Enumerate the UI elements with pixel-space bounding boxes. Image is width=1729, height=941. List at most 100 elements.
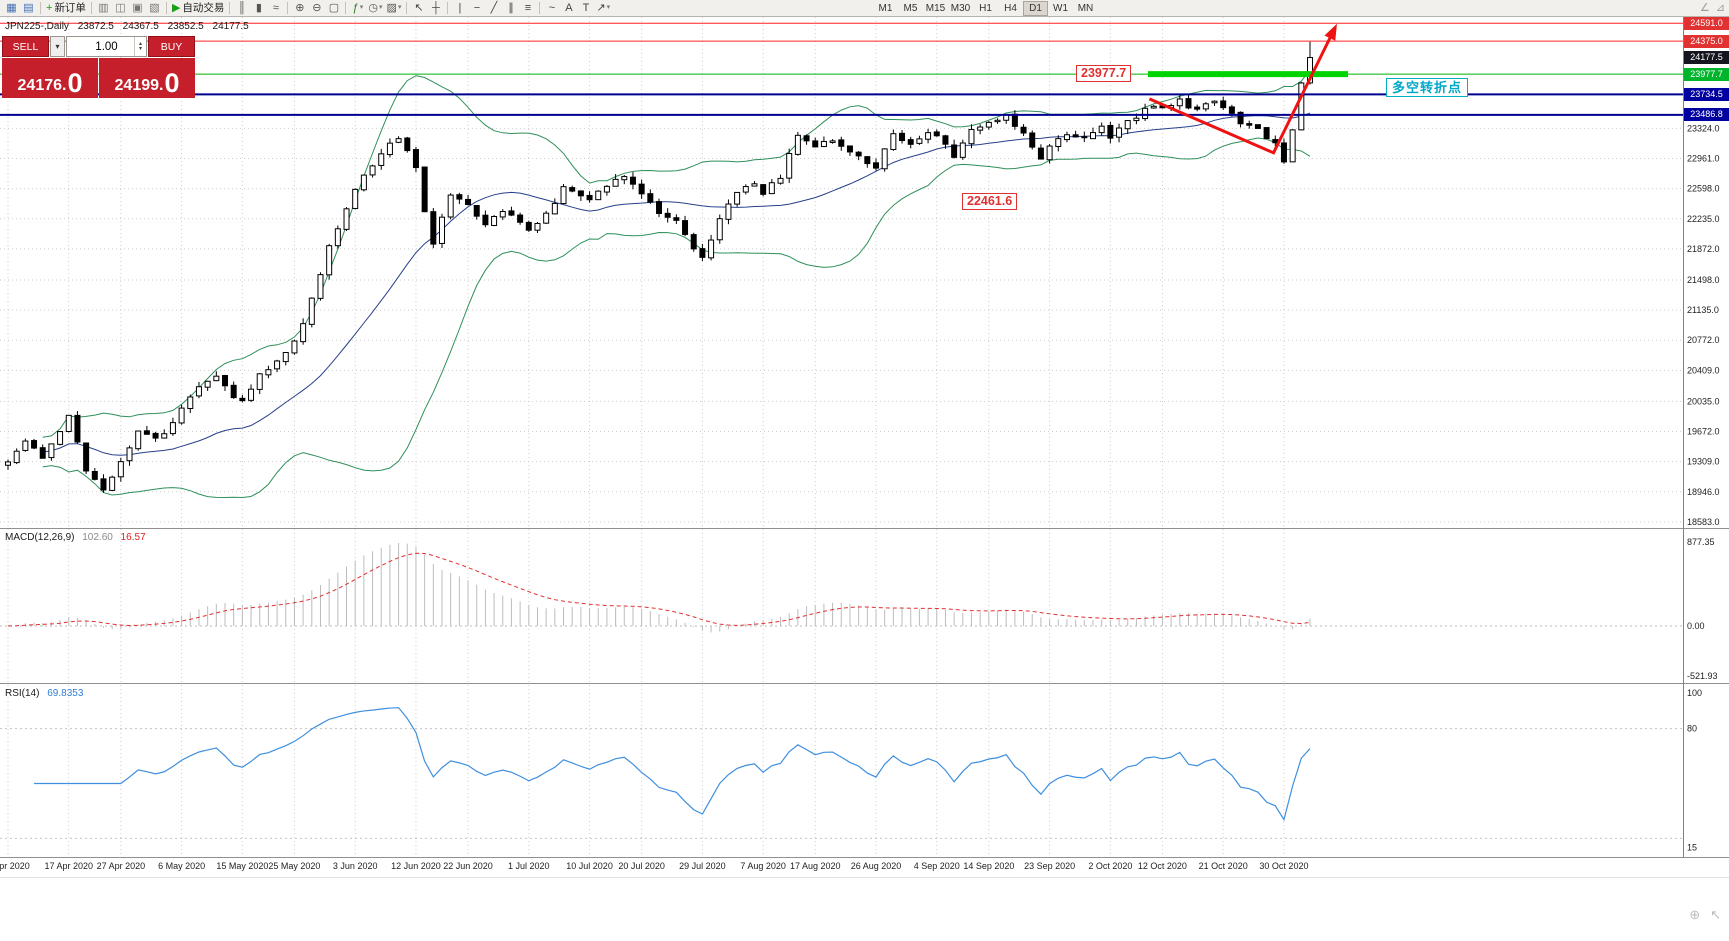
periods-icon[interactable]: ◷ ▾ [368, 2, 383, 14]
shapes-icon[interactable]: ~ [548, 2, 556, 14]
price-tick-label: 20772.0 [1687, 335, 1720, 345]
main-toolbar: ▦ ▤ + 新订单 ▥ ◫ ▣ ▧ ▶ 自动交易 ║ ▮ ≈ ⊕ ⊖ ▢ ƒ ▾ ◷ ▾ ▨ ▾ ↖ ┼ | − ╱ ∥ ≡ ~ A T ↗ ▾ … [0, 0, 1729, 17]
date-label: 17 Apr 2020 [44, 861, 93, 871]
sell-price-button[interactable]: 24176. 0 [2, 58, 98, 98]
sell-price-main: 24176. [17, 77, 67, 95]
axis-price-badge: 23734.5 [1684, 87, 1729, 101]
zoom-in-icon[interactable]: ⊕ [295, 2, 305, 14]
buy-button[interactable]: BUY [148, 36, 195, 57]
toolbar-separator [406, 2, 408, 14]
toolbar-separator [40, 2, 41, 14]
buy-price-button[interactable]: 24199. 0 [99, 58, 195, 98]
timeframe-w1-button[interactable]: W1 [1053, 3, 1068, 14]
navigator-icon[interactable]: ▣ [132, 2, 143, 14]
data-window-icon[interactable]: ◫ [115, 2, 126, 14]
timeframe-toolbar: M1 M5 M15 M30 H1 H4 D1 W1 MN [873, 1, 1098, 16]
zoom-tool-icon[interactable]: ⊕ [1689, 907, 1701, 922]
timeframe-mn-button[interactable]: MN [1077, 3, 1094, 14]
toolbar-groups: ▦ ▤ + 新订单 ▥ ◫ ▣ ▧ ▶ 自动交易 ║ ▮ ≈ ⊕ ⊖ ▢ ƒ ▾ ◷ ▾ ▨ ▾ ↖ ┼ | − ╱ ∥ ≡ ~ A T ↗ ▾ [0, 0, 1729, 16]
market-watch-icon[interactable]: ▥ [98, 2, 109, 14]
volume-stepper[interactable]: ▴ ▾ [134, 37, 146, 56]
macd-tick-label: 0.00 [1687, 621, 1705, 631]
arrow-tools-icon[interactable]: ↗ ▾ [596, 2, 611, 14]
price-level-tag-22461[interactable]: 22461.6 [962, 193, 1018, 210]
bottom-corner-icons: ⊕ ↖ [1689, 907, 1721, 923]
toolbar-right-icons: ∠ ⊿ [1700, 1, 1725, 14]
toolbar-separator [539, 2, 541, 14]
turning-point-note[interactable]: 多空转折点 [1386, 78, 1469, 97]
measure-angle-icon[interactable]: ∠ [1699, 2, 1710, 14]
timeframe-m30-button[interactable]: M30 [950, 3, 971, 14]
date-label: 25 May 2020 [268, 861, 320, 871]
line-chart-icon[interactable]: ≈ [272, 2, 279, 14]
trendline-icon[interactable]: ╱ [490, 2, 498, 14]
new-order-button[interactable]: + 新订单 [46, 2, 86, 14]
rsi-value: 69.8353 [47, 688, 84, 699]
rsi-indicator-label: RSI(14) 69.8353 [5, 688, 88, 699]
macd-label-text: MACD(12,26,9) [5, 532, 75, 543]
timeframe-h1-button[interactable]: H1 [979, 3, 992, 14]
text-label-icon[interactable]: T [582, 2, 590, 14]
macd-indicator-label: MACD(12,26,9) 102.60 16.57 [5, 532, 151, 543]
toolbar-separator [229, 2, 231, 14]
horizontal-line-icon[interactable]: − [473, 2, 481, 14]
symbol-ohlc-header: JPN225-,Daily 23872.5 24367.5 23852.5 24… [5, 21, 255, 32]
bar-chart-icon[interactable]: ║ [238, 2, 246, 14]
cursor-icon[interactable]: ↖ [414, 2, 424, 14]
volume-step-down-icon[interactable]: ▾ [138, 45, 142, 52]
toolbar-overflow-icon[interactable]: ⊿ [1715, 2, 1725, 14]
text-icon[interactable]: A [565, 2, 573, 14]
indicators-icon[interactable]: ƒ ▾ [352, 2, 364, 14]
toolbar-separator [447, 2, 449, 14]
timeframe-m1-button[interactable]: M1 [878, 3, 893, 14]
axis-price-badge: 23486.8 [1684, 108, 1729, 122]
date-label: 4 Sep 2020 [914, 861, 960, 871]
date-label: 27 Apr 2020 [97, 861, 146, 871]
price-tick-label: 21135.0 [1687, 305, 1719, 315]
volume-input[interactable]: 1.00 ▴ ▾ [66, 36, 147, 57]
one-click-trading-panel: SELL ▾ 1.00 ▴ ▾ BUY 24176. 0 24199. 0 [2, 36, 195, 98]
new-chart-icon[interactable]: ▦ [6, 2, 17, 14]
volume-step-up-icon[interactable]: ▴ [138, 40, 142, 47]
timeframe-m15-button[interactable]: M15 [925, 3, 946, 14]
axis-price-badge: 24375.0 [1684, 34, 1729, 48]
date-label: 29 Jul 2020 [679, 861, 726, 871]
toolbar-separator [165, 2, 167, 14]
ohlc-high: 24367.5 [122, 21, 159, 32]
timeframe-h4-button[interactable]: H4 [1004, 3, 1017, 14]
toolbar-separator [90, 2, 92, 14]
date-label: 30 Oct 2020 [1259, 861, 1308, 871]
price-tick-label: 22235.0 [1687, 214, 1720, 224]
candlestick-chart-icon[interactable]: ▮ [255, 2, 262, 14]
pan-tool-icon[interactable]: ↖ [1710, 907, 1721, 922]
symbol-name: JPN225-,Daily [5, 21, 69, 32]
sell-button[interactable]: SELL [2, 36, 49, 57]
trade-options-caret-icon[interactable]: ▾ [50, 36, 65, 57]
date-label: 6 May 2020 [158, 861, 205, 871]
price-tick-label: 20035.0 [1687, 396, 1720, 406]
price-tick-label: 19672.0 [1687, 427, 1720, 437]
rsi-tick-label: 15 [1687, 843, 1697, 853]
autotrade-button[interactable]: ▶ 自动交易 [171, 2, 225, 14]
rsi-tick-label: 100 [1687, 688, 1702, 698]
chart-profiles-icon[interactable]: ▤ [23, 2, 34, 14]
macd-tick-label: 877.35 [1687, 537, 1715, 547]
zoom-out-icon[interactable]: ⊖ [312, 2, 322, 14]
toolbar-separator [345, 2, 347, 14]
terminal-icon[interactable]: ▧ [149, 2, 160, 14]
date-label: 3 Jun 2020 [333, 861, 378, 871]
timeframe-m5-button[interactable]: M5 [903, 3, 918, 14]
price-level-tag-23977[interactable]: 23977.7 [1076, 65, 1132, 82]
date-label: 22 Jun 2020 [443, 861, 493, 871]
channel-icon[interactable]: ∥ [508, 2, 514, 14]
fibonacci-icon[interactable]: ≡ [524, 2, 532, 14]
crosshair-icon[interactable]: ┼ [432, 2, 440, 14]
tile-windows-icon[interactable]: ▢ [328, 2, 340, 14]
timeframe-d1-button[interactable]: D1 [1023, 1, 1048, 16]
templates-icon[interactable]: ▨ ▾ [386, 2, 402, 14]
buy-price-main: 24199. [114, 77, 164, 95]
macd-main-value: 102.60 [82, 532, 113, 543]
vertical-line-icon[interactable]: | [458, 2, 462, 14]
axis-price-badge: 24591.0 [1684, 16, 1729, 30]
